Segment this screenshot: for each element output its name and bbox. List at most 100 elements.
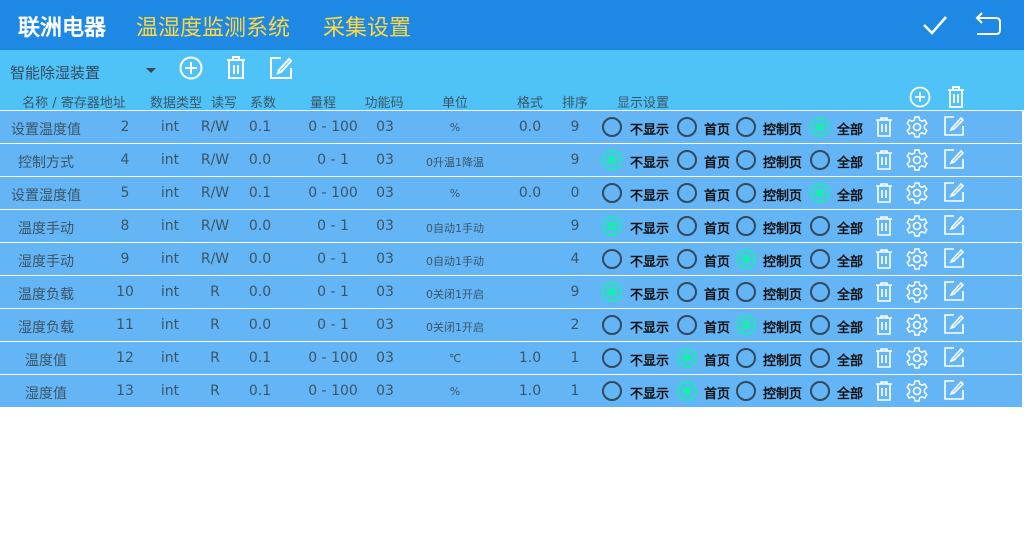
delete-row-icon[interactable]	[875, 282, 893, 306]
table-row: 湿度值 13 int R 0.1 0 - 100 03% 1.0 1 不显示 首页 控制页 全部	[0, 374, 1022, 407]
cell-rw: R	[210, 350, 220, 366]
display-radio-2[interactable]	[736, 183, 756, 203]
cell-sort: 9	[570, 218, 580, 234]
col-display: 显示设置	[616, 96, 670, 111]
settings-gear-icon[interactable]	[906, 215, 928, 241]
table-row: 温度负载 10 int R 0.0 0 - 1 03 0关闭1开启 9 不显示 首页 控制页 全部	[0, 275, 1022, 308]
edit-row-icon[interactable]	[944, 347, 965, 371]
display-radio-1[interactable]	[677, 348, 697, 368]
edit-device-icon[interactable]	[269, 56, 293, 80]
settings-gear-icon[interactable]	[906, 149, 928, 175]
display-radio-0[interactable]	[602, 249, 622, 269]
display-radio-label: 不显示	[630, 222, 670, 237]
table-row: 湿度手动 9 int R/W 0.0 0 - 1 03 0自动1手动 4 不显示 首页 控制页 全部	[0, 242, 1022, 275]
display-radio-3[interactable]	[810, 150, 830, 170]
delete-row-icon[interactable]	[875, 249, 893, 273]
delete-device-icon[interactable]	[225, 56, 247, 80]
display-radio-3[interactable]	[810, 216, 830, 236]
display-radio-0[interactable]	[602, 315, 622, 335]
edit-row-icon[interactable]	[944, 281, 965, 305]
cell-format: 1.0	[518, 350, 542, 366]
cell-range: 0 - 1	[317, 152, 349, 168]
display-radio-2[interactable]	[736, 282, 756, 302]
cell-sort: 2	[570, 317, 580, 333]
settings-gear-icon[interactable]	[906, 248, 928, 274]
display-radio-3[interactable]	[810, 348, 830, 368]
display-radio-label: 首页	[704, 387, 731, 402]
edit-row-icon[interactable]	[944, 182, 965, 206]
delete-row-icon[interactable]	[875, 381, 893, 405]
settings-gear-icon[interactable]	[906, 116, 928, 142]
settings-gear-icon[interactable]	[906, 281, 928, 307]
col-coef: 系数	[249, 96, 277, 111]
cell-sort: 9	[570, 152, 580, 168]
check-icon[interactable]	[922, 14, 948, 36]
delete-row-icon[interactable]	[875, 315, 893, 339]
display-radio-2[interactable]	[736, 216, 756, 236]
display-radio-label: 全部	[837, 354, 864, 369]
display-radio-3[interactable]	[810, 183, 830, 203]
edit-row-icon[interactable]	[944, 380, 965, 404]
display-radio-0[interactable]	[602, 117, 622, 137]
display-radio-3[interactable]	[810, 315, 830, 335]
cell-rw: R	[210, 284, 220, 300]
display-radio-2[interactable]	[736, 381, 756, 401]
delete-row-icon[interactable]	[875, 117, 893, 141]
settings-gear-icon[interactable]	[906, 314, 928, 340]
display-radio-1[interactable]	[677, 117, 697, 137]
return-icon[interactable]	[974, 10, 1002, 36]
edit-row-icon[interactable]	[944, 314, 965, 338]
cell-range: 0 - 1	[317, 317, 349, 333]
display-radio-2[interactable]	[736, 249, 756, 269]
cell-name: 湿度值	[25, 386, 67, 402]
display-radio-0[interactable]	[602, 282, 622, 302]
add-row-icon[interactable]	[909, 86, 931, 108]
col-range: 量程	[309, 96, 337, 111]
cell-coef: 0.0	[248, 251, 272, 267]
cell-range: 0 - 100	[308, 383, 358, 399]
display-radio-3[interactable]	[810, 117, 830, 137]
delete-all-icon[interactable]	[946, 86, 966, 108]
display-radio-label: 不显示	[630, 156, 670, 171]
delete-row-icon[interactable]	[875, 216, 893, 240]
edit-row-icon[interactable]	[944, 116, 965, 140]
display-radio-2[interactable]	[736, 315, 756, 335]
display-radio-3[interactable]	[810, 381, 830, 401]
display-radio-label: 不显示	[630, 255, 670, 270]
display-radio-1[interactable]	[677, 282, 697, 302]
display-radio-2[interactable]	[736, 150, 756, 170]
display-radio-label: 不显示	[630, 387, 670, 402]
display-radio-1[interactable]	[677, 249, 697, 269]
display-radio-0[interactable]	[602, 150, 622, 170]
display-radio-label: 全部	[837, 123, 864, 138]
display-radio-1[interactable]	[677, 183, 697, 203]
cell-type: int	[160, 383, 180, 399]
display-radio-1[interactable]	[677, 381, 697, 401]
edit-row-icon[interactable]	[944, 215, 965, 239]
delete-row-icon[interactable]	[875, 150, 893, 174]
display-radio-2[interactable]	[736, 117, 756, 137]
display-radio-0[interactable]	[602, 348, 622, 368]
add-device-icon[interactable]	[179, 56, 203, 80]
cell-sort: 1	[570, 383, 580, 399]
settings-gear-icon[interactable]	[906, 347, 928, 373]
title-bar: 联洲电器 温湿度监测系统 采集设置	[0, 0, 1024, 50]
display-radio-3[interactable]	[810, 282, 830, 302]
display-radio-label: 控制页	[763, 123, 803, 138]
display-radio-3[interactable]	[810, 249, 830, 269]
display-radio-1[interactable]	[677, 315, 697, 335]
delete-row-icon[interactable]	[875, 183, 893, 207]
display-radio-0[interactable]	[602, 183, 622, 203]
display-radio-1[interactable]	[677, 150, 697, 170]
display-radio-2[interactable]	[736, 348, 756, 368]
settings-gear-icon[interactable]	[906, 380, 928, 406]
delete-row-icon[interactable]	[875, 348, 893, 372]
edit-row-icon[interactable]	[944, 248, 965, 272]
settings-gear-icon[interactable]	[906, 182, 928, 208]
display-radio-0[interactable]	[602, 381, 622, 401]
display-radio-1[interactable]	[677, 216, 697, 236]
device-select[interactable]: 智能除湿装置	[10, 62, 160, 86]
display-radio-0[interactable]	[602, 216, 622, 236]
cell-func: 03	[376, 185, 394, 201]
edit-row-icon[interactable]	[944, 149, 965, 173]
